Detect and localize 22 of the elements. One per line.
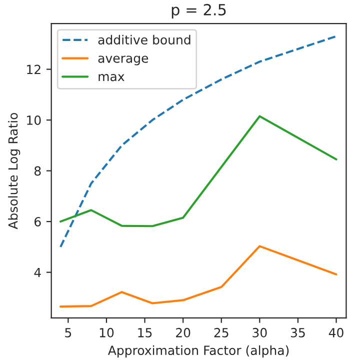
line-series bbox=[59, 115, 338, 228]
legend-label: max bbox=[98, 74, 124, 82]
line-series bbox=[59, 245, 338, 308]
legend-label: average bbox=[98, 56, 148, 66]
y-tick-label: 12 bbox=[27, 64, 40, 74]
y-tick-label: 10 bbox=[27, 116, 41, 125]
x-tick-label: 25 bbox=[214, 328, 228, 338]
x-tick-label: 10 bbox=[100, 328, 114, 338]
legend-label: additive bound bbox=[98, 34, 190, 45]
x-tick-label: 30 bbox=[252, 328, 267, 338]
x-tick-label: 20 bbox=[176, 328, 190, 338]
y-tick-label: 4 bbox=[34, 268, 41, 278]
x-tick-label: 40 bbox=[328, 328, 344, 338]
y-tick-label: 6 bbox=[34, 217, 41, 226]
x-axis-title: Approximation Factor (alpha) bbox=[108, 345, 289, 358]
y-axis-title: Absolute Log Ratio bbox=[8, 112, 20, 230]
y-tick-label: 8 bbox=[34, 166, 41, 176]
x-tick-label: 5 bbox=[65, 328, 72, 338]
chart-title: p = 2.5 bbox=[172, 4, 226, 18]
x-tick-label: 15 bbox=[138, 328, 152, 338]
line-series bbox=[59, 35, 338, 248]
x-tick-label: 35 bbox=[290, 328, 305, 338]
